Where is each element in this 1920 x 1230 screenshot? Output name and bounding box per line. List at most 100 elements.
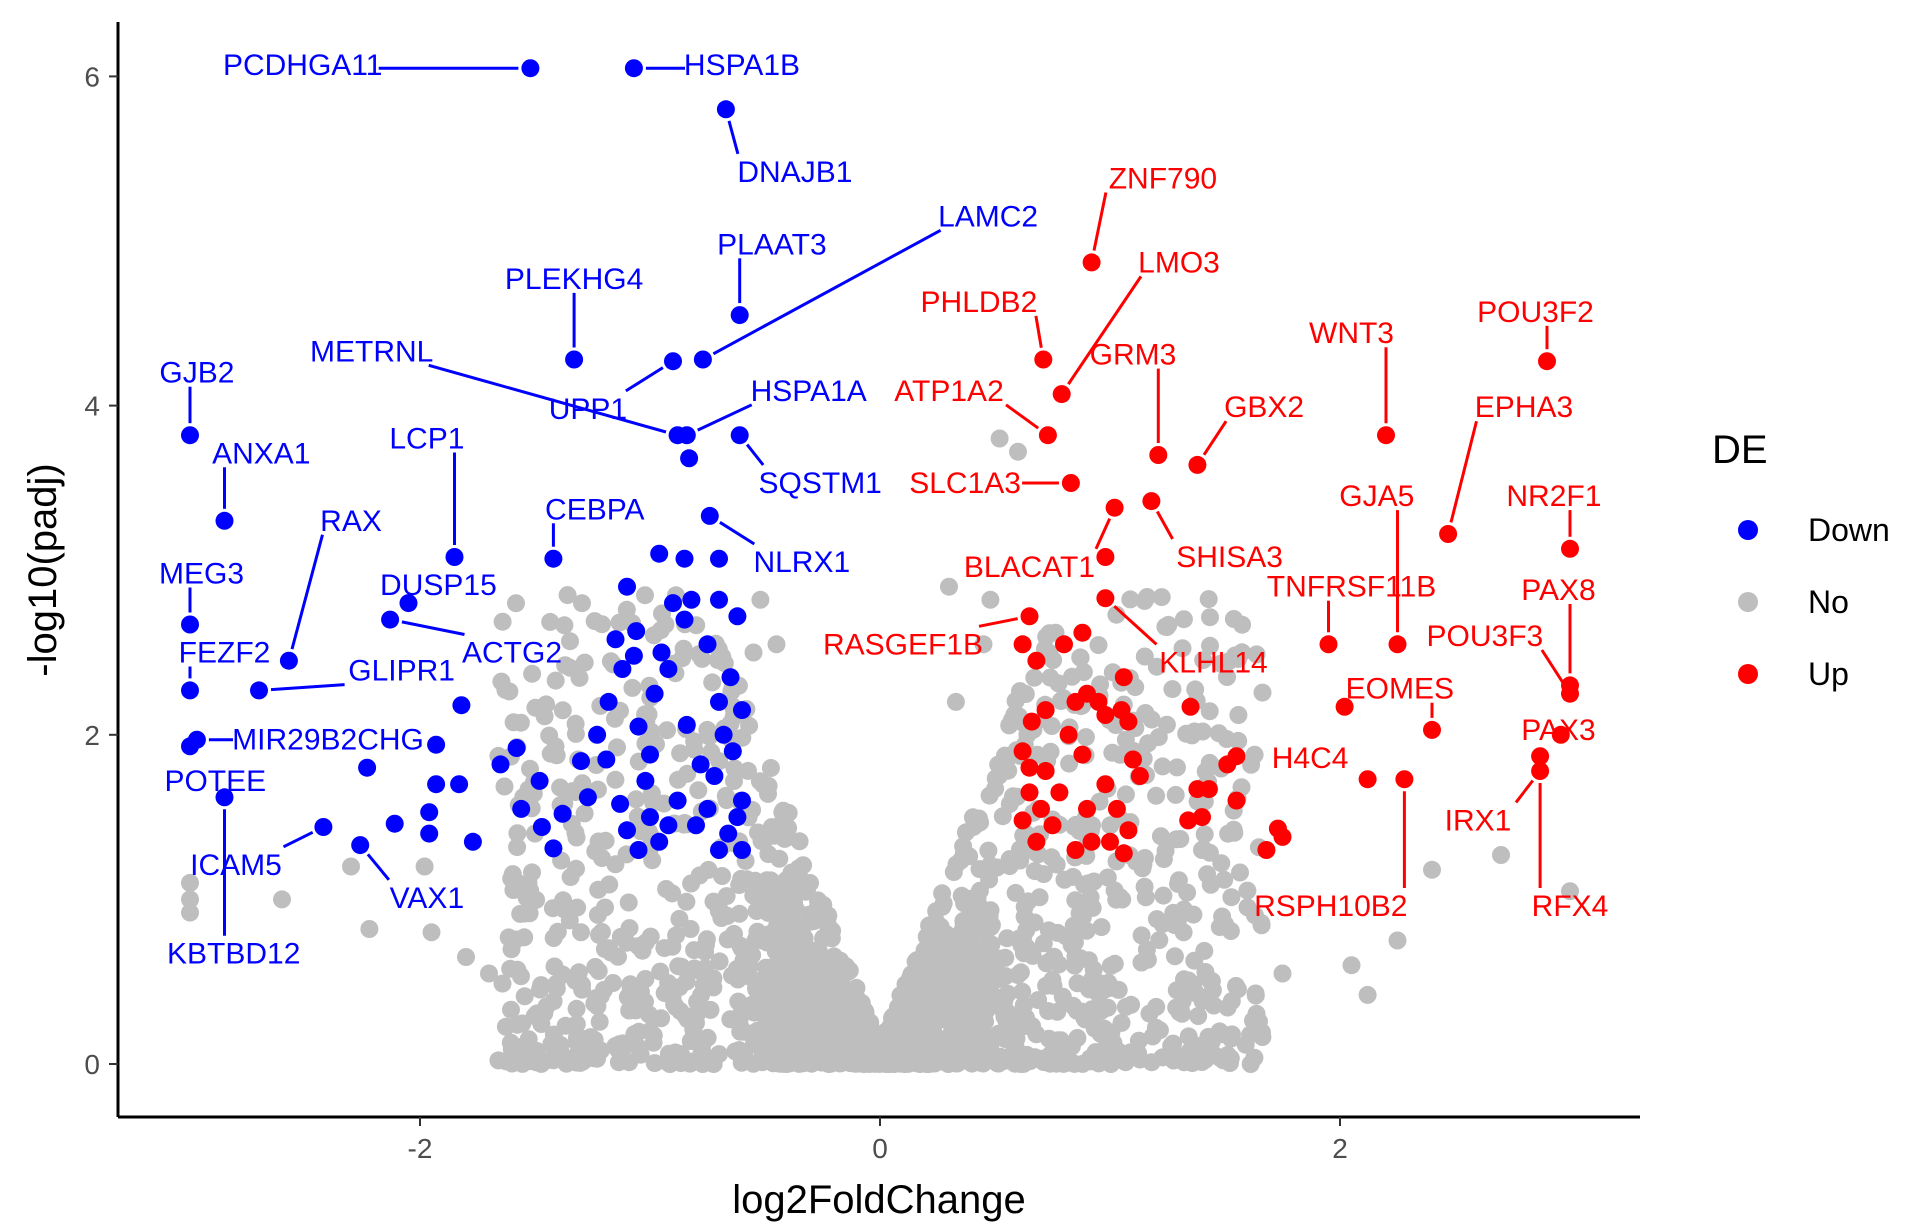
data-point-up [1013, 811, 1032, 830]
data-point-down [512, 799, 531, 818]
label-connector [1092, 192, 1108, 251]
data-point [1008, 966, 1027, 985]
data-point [499, 928, 518, 947]
gene-label: TNFRSF11B [1267, 571, 1436, 604]
data-point-down [618, 821, 636, 840]
data-point [655, 939, 674, 958]
data-point-up [1179, 811, 1198, 830]
data-point-down [710, 549, 728, 568]
data-point-down [645, 684, 664, 703]
data-point [1245, 745, 1264, 764]
data-point [947, 932, 966, 951]
data-point [812, 1048, 831, 1067]
label-connector [978, 617, 1018, 628]
data-point [1116, 785, 1135, 804]
gene-label: PLAAT3 [717, 228, 827, 261]
gene-label: SLC1A3 [909, 467, 1021, 500]
data-point [1164, 903, 1183, 922]
data-point [551, 1036, 570, 1055]
data-point [1186, 680, 1205, 699]
gene-label: POU3F3 [1427, 620, 1544, 653]
data-point [1003, 710, 1022, 729]
data-point [606, 855, 625, 874]
data-point [632, 982, 650, 1001]
data-point [608, 1040, 627, 1059]
data-point [975, 1011, 994, 1030]
data-point [997, 750, 1016, 769]
data-point [593, 615, 611, 634]
gene-label: DUSP15 [380, 569, 497, 602]
data-point [1224, 610, 1243, 628]
data-point-no [181, 873, 199, 892]
data-point [814, 929, 833, 948]
data-point [979, 841, 998, 860]
data-point [1196, 963, 1215, 981]
data-point [575, 804, 594, 823]
data-point [1025, 668, 1044, 687]
data-point [1147, 657, 1166, 676]
data-point [561, 632, 579, 651]
gene-label: EPHA3 [1475, 391, 1573, 424]
data-point [1151, 827, 1170, 846]
data-point-up [1423, 720, 1441, 739]
data-point-up [1020, 783, 1039, 802]
data-point [730, 904, 749, 923]
data-point [1153, 757, 1172, 776]
label-connector [1067, 275, 1143, 385]
data-point-down [730, 306, 749, 325]
data-point-no [1342, 956, 1361, 975]
data-point-up [1193, 808, 1211, 827]
data-point [871, 1054, 890, 1072]
data-point [760, 990, 779, 1009]
data-point-down [700, 506, 719, 525]
data-point-up [1119, 821, 1138, 840]
data-point-down [544, 549, 563, 568]
data-point [1099, 973, 1118, 992]
data-point [950, 1020, 969, 1039]
data-point-down [420, 803, 439, 822]
data-point [980, 870, 999, 889]
data-point-up [1227, 791, 1246, 810]
data-point-no [1009, 442, 1027, 461]
data-point [986, 769, 1005, 788]
data-point-down [719, 824, 738, 843]
data-point [783, 1053, 801, 1072]
data-point-up [1319, 635, 1338, 654]
data-point [1189, 1007, 1208, 1025]
data-point [571, 1053, 590, 1072]
gene-label: H4C4 [1272, 742, 1349, 775]
data-point-down [624, 59, 643, 78]
data-point-no [422, 923, 441, 942]
data-point-up [1107, 799, 1126, 818]
data-point-up [1066, 841, 1085, 859]
data-point [658, 721, 676, 740]
data-point-up [1149, 446, 1168, 464]
label-connector [1449, 420, 1478, 523]
data-point [507, 594, 525, 613]
data-point [933, 884, 952, 903]
data-point [1152, 588, 1171, 607]
data-point [1010, 1015, 1029, 1034]
data-point [511, 713, 530, 732]
data-point-down [728, 808, 747, 827]
data-point-no [595, 980, 613, 999]
data-point [909, 1043, 927, 1062]
data-point [1062, 936, 1081, 955]
gene-label: PHLDB2 [921, 286, 1038, 319]
data-point [1247, 645, 1266, 664]
data-point [732, 1020, 751, 1039]
label-connector [1113, 605, 1158, 646]
data-point-up [1073, 745, 1092, 764]
data-point-up [1073, 623, 1092, 642]
data-point-down [698, 799, 717, 818]
data-point [623, 678, 642, 697]
data-point [669, 770, 687, 789]
data-point [971, 1052, 990, 1071]
data-point [573, 980, 592, 999]
data-point [689, 781, 708, 800]
data-point [1076, 728, 1095, 747]
gene-label: RSPH10B2 [1254, 890, 1407, 923]
data-point [493, 974, 512, 993]
legend: DE Down No Up [1712, 428, 1890, 692]
data-point [710, 752, 729, 771]
